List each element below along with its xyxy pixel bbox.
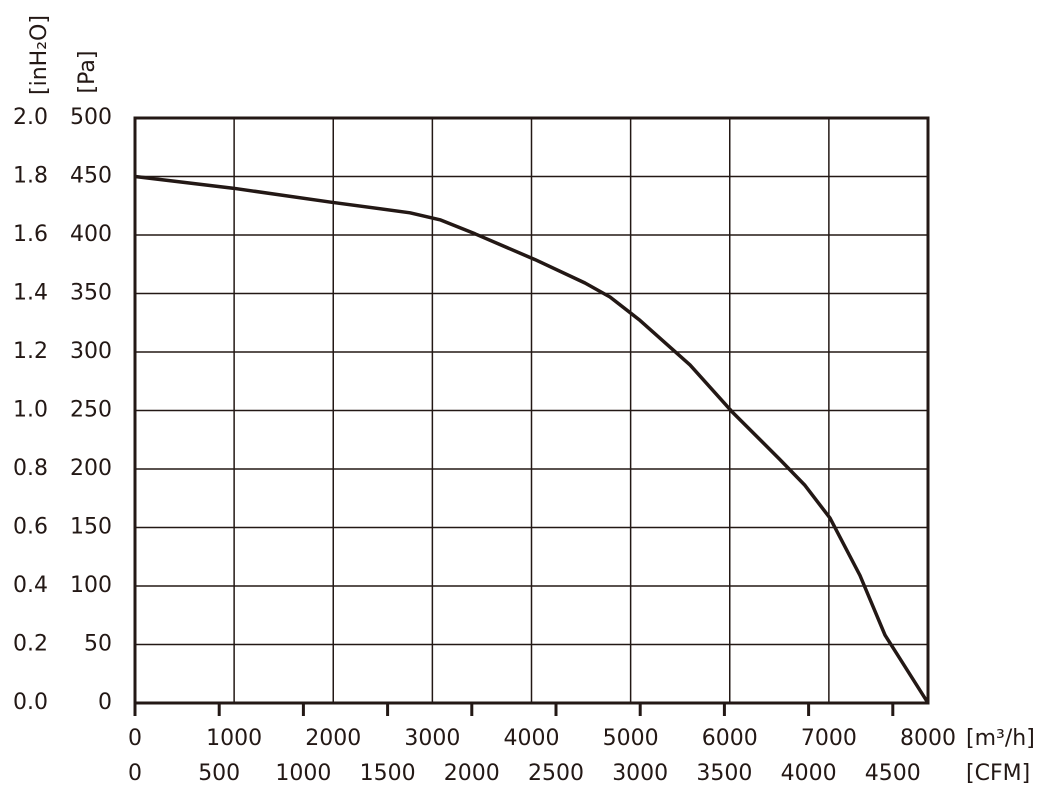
x-tick-label: 4000: [504, 726, 560, 751]
y-tick-label: 500: [70, 105, 112, 130]
y-label: [Pa]: [75, 51, 100, 94]
x2-tick-label: 4500: [865, 761, 921, 786]
x-tick-label: 1000: [206, 726, 262, 751]
y2-tick-label: 1.8: [13, 164, 48, 189]
y2-tick-label: 0.4: [13, 573, 48, 598]
y-tick-label: 400: [70, 222, 112, 247]
x-tick-label: 2000: [305, 726, 361, 751]
plot-frame: [133, 116, 930, 705]
y-tick-label: 150: [70, 515, 112, 540]
x-tick-label: 3000: [404, 726, 460, 751]
x-tick-label: 5000: [603, 726, 659, 751]
y2-tick-label: 0.0: [13, 690, 48, 715]
x-tick-label: 6000: [702, 726, 758, 751]
x-label: [m³/h]: [966, 726, 1035, 751]
y-tick-label: 200: [70, 456, 112, 481]
x-tick-label: 0: [128, 726, 142, 751]
y2-tick-label: 0.2: [13, 632, 48, 657]
y-tick-label: 100: [70, 573, 112, 598]
x2-tick-label: 2000: [444, 761, 500, 786]
y-tick-label: 250: [70, 398, 112, 423]
x2-tick-label: 4000: [781, 761, 837, 786]
x-tick-label: 7000: [801, 726, 857, 751]
x2-tick-label: 2500: [528, 761, 584, 786]
y2-label: [inH₂O]: [27, 15, 52, 95]
y-tick-label: 0: [98, 690, 112, 715]
x2-tick-label: 1500: [360, 761, 416, 786]
x2-tick-label: 3500: [696, 761, 752, 786]
curve: [134, 174, 930, 704]
y-tick-label: 450: [70, 164, 112, 189]
y2-tick-label: 2.0: [13, 105, 48, 130]
x2-tick-label: 500: [198, 761, 240, 786]
x2-label: [CFM]: [966, 761, 1030, 786]
y2-tick-label: 1.2: [13, 339, 48, 364]
x2-tick-label: 3000: [612, 761, 668, 786]
x-tick-label: 8000: [900, 726, 956, 751]
y-tick-label: 350: [70, 281, 112, 306]
y2-tick-label: 1.0: [13, 398, 48, 423]
y2-tick-label: 1.4: [13, 281, 48, 306]
y2-tick-label: 0.6: [13, 515, 48, 540]
y2-tick-label: 0.8: [13, 456, 48, 481]
x2-tick-label: 0: [128, 761, 142, 786]
y-tick-label: 300: [70, 339, 112, 364]
y2-tick-label: 1.6: [13, 222, 48, 247]
x2-tick-label: 1000: [275, 761, 331, 786]
y-tick-label: 50: [84, 632, 112, 657]
